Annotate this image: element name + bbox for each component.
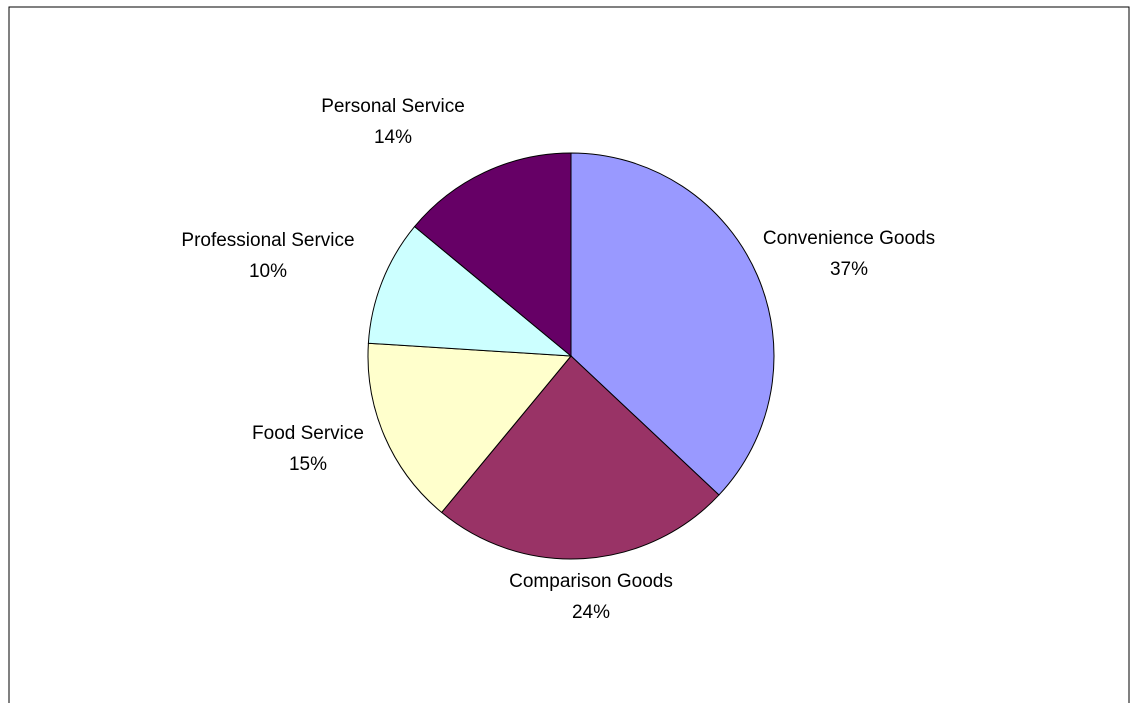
pie-slice-personal-service — [413, 152, 572, 358]
slice-percent-label: 37% — [830, 259, 868, 280]
pie-slice-professional-service — [367, 225, 573, 357]
slice-label: Food Service — [252, 423, 364, 444]
pie-labels: Convenience Goods 37% Comparison Goods 24% F… — [181, 96, 935, 623]
slice-label: Professional Service — [181, 230, 354, 251]
slice-percent-label: 24% — [572, 602, 610, 623]
pie-slice-comparison-goods — [440, 355, 720, 560]
slice-percent-label: 15% — [289, 454, 327, 475]
pie-slice-food-service — [367, 342, 573, 514]
slice-percent-label: 14% — [374, 127, 412, 148]
pie-slices — [367, 152, 775, 560]
slice-percent-label: 10% — [249, 261, 287, 282]
slice-label: Comparison Goods — [509, 571, 673, 592]
pie-slice-convenience-goods — [570, 152, 775, 496]
slice-label: Convenience Goods — [763, 228, 935, 249]
slice-label: Personal Service — [321, 96, 465, 117]
